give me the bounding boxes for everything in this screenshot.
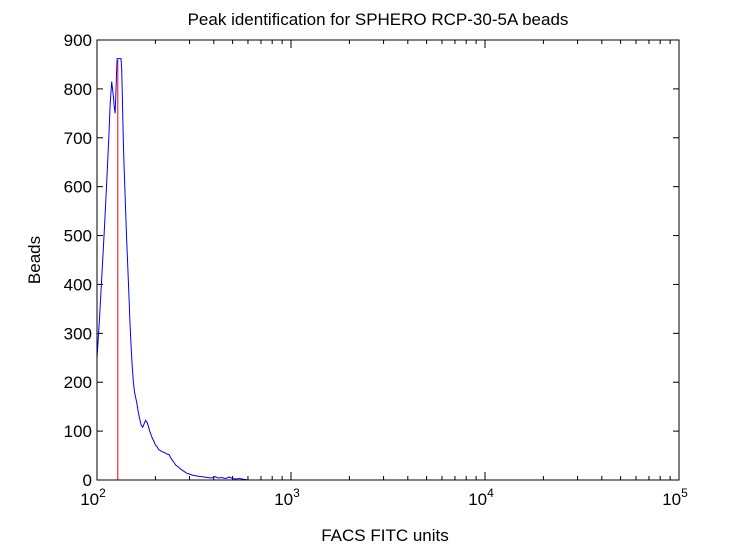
y-tick-label: 200	[64, 373, 92, 392]
x-tick-label: 103	[274, 486, 300, 509]
plot-frame	[96, 39, 680, 481]
x-tick-label: 104	[468, 486, 494, 509]
y-tick-label: 400	[64, 275, 92, 294]
y-tick-label: 500	[64, 227, 92, 246]
x-axis-label: FACS FITC units	[321, 526, 449, 545]
x-tick-label: 102	[80, 486, 106, 509]
y-axis-label: Beads	[25, 236, 44, 284]
chart-title: Peak identification for SPHERO RCP-30-5A…	[188, 10, 569, 29]
y-tick-label: 600	[64, 178, 92, 197]
y-tick-label: 300	[64, 324, 92, 343]
y-tick-label: 700	[64, 129, 92, 148]
y-tick-label: 800	[64, 80, 92, 99]
x-tick-label: 105	[662, 486, 688, 509]
series-line	[96, 58, 249, 481]
ticks-layer	[96, 39, 680, 481]
series-layer	[96, 58, 249, 481]
y-tick-label: 100	[64, 422, 92, 441]
y-tick-label: 900	[64, 31, 92, 50]
y-tick-label: 0	[83, 471, 92, 490]
tick-labels-layer: 0 100 200 300 400 500 600 700 800 900 102 103 104 105	[64, 31, 688, 509]
plot-area	[97, 40, 679, 480]
